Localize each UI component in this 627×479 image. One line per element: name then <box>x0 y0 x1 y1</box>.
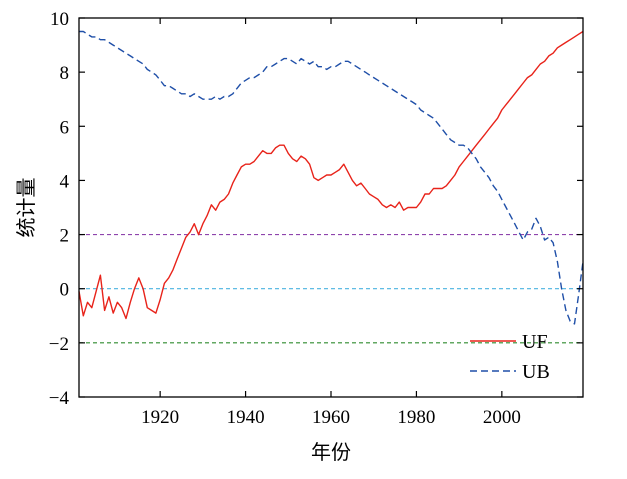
y-tick-label: 2 <box>60 226 70 247</box>
y-tick-label: 10 <box>50 9 69 30</box>
y-tick-label: 8 <box>60 63 70 84</box>
legend-label-ub: UB <box>522 361 550 383</box>
x-tick-label: 1960 <box>312 407 350 428</box>
series-line-uf <box>78 30 584 320</box>
x-tick-label: 2000 <box>483 407 521 428</box>
y-axis-ticks: 10 8 6 4 2 0 −2 −4 <box>49 9 583 409</box>
reference-lines <box>79 234 583 344</box>
x-axis-title: 年份 <box>311 440 351 464</box>
legend: UF UB <box>470 331 550 383</box>
y-tick-label: 4 <box>60 171 70 192</box>
y-tick-label: −2 <box>49 334 69 355</box>
x-tick-label: 1980 <box>397 407 435 428</box>
y-tick-label: 6 <box>60 117 70 138</box>
x-axis-ticks: 1920 1940 1960 1980 2000 <box>141 18 521 428</box>
y-tick-label: 0 <box>60 280 70 301</box>
y-axis-title: 统计量 <box>14 178 38 238</box>
series-lines <box>78 30 584 325</box>
y-tick-label: −4 <box>49 388 70 409</box>
x-tick-label: 1920 <box>141 407 179 428</box>
legend-label-uf: UF <box>522 331 548 353</box>
x-tick-label: 1940 <box>227 407 265 428</box>
series-line-ub <box>79 30 584 325</box>
